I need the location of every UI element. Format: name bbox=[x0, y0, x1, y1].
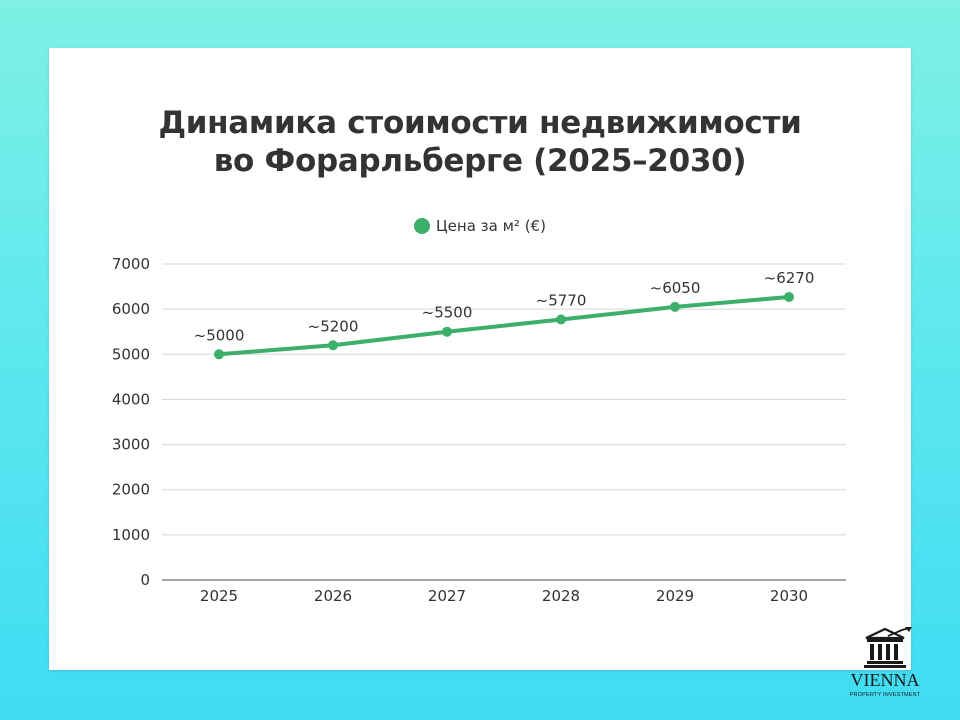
vienna-logo: VIENNA PROPERTY INVESTMENT bbox=[840, 626, 930, 704]
data-label: ~5770 bbox=[536, 292, 587, 310]
y-tick-label: 4000 bbox=[112, 390, 150, 408]
legend-swatch bbox=[414, 218, 431, 234]
series-line bbox=[217, 294, 791, 357]
data-point bbox=[784, 291, 794, 302]
logo-subtitle: PROPERTY INVESTMENT bbox=[849, 692, 921, 698]
data-point bbox=[328, 340, 338, 351]
chart-title-line-2: во Форарльберге (2025–2030) bbox=[213, 143, 747, 179]
chart-title-line-1: Динамика стоимости недвижимости bbox=[158, 105, 802, 141]
data-point bbox=[214, 349, 224, 360]
y-tick-label: 5000 bbox=[112, 345, 150, 363]
x-tick-label: 2026 bbox=[314, 587, 352, 605]
y-tick-label: 7000 bbox=[112, 255, 150, 273]
data-label: ~6270 bbox=[764, 269, 815, 287]
x-tick-label: 2027 bbox=[428, 587, 466, 605]
building-arrow-icon bbox=[864, 627, 912, 668]
x-tick-label: 2028 bbox=[542, 587, 580, 605]
data-label: ~5500 bbox=[422, 304, 473, 322]
data-label: ~5200 bbox=[308, 317, 359, 335]
logo-name: VIENNA bbox=[850, 670, 920, 690]
chart-card bbox=[49, 48, 911, 670]
y-tick-label: 0 bbox=[140, 571, 150, 589]
x-tick-label: 2029 bbox=[656, 587, 694, 605]
chart-title: Динамика стоимости недвижимости во Форар… bbox=[0, 104, 960, 180]
y-tick-label: 1000 bbox=[112, 526, 150, 544]
y-tick-label: 2000 bbox=[112, 481, 150, 499]
chart-legend: Цена за м² (€) bbox=[0, 217, 960, 235]
data-point bbox=[670, 301, 680, 312]
x-tick-label: 2030 bbox=[770, 587, 808, 605]
y-tick-label: 3000 bbox=[112, 436, 150, 454]
x-tick-label: 2025 bbox=[200, 587, 238, 605]
data-label: ~5000 bbox=[194, 326, 245, 344]
data-point bbox=[442, 326, 452, 337]
data-point bbox=[556, 314, 566, 325]
y-tick-label: 6000 bbox=[112, 300, 150, 318]
legend-label: Цена за м² (€) bbox=[436, 217, 546, 235]
data-label: ~6050 bbox=[650, 279, 701, 297]
